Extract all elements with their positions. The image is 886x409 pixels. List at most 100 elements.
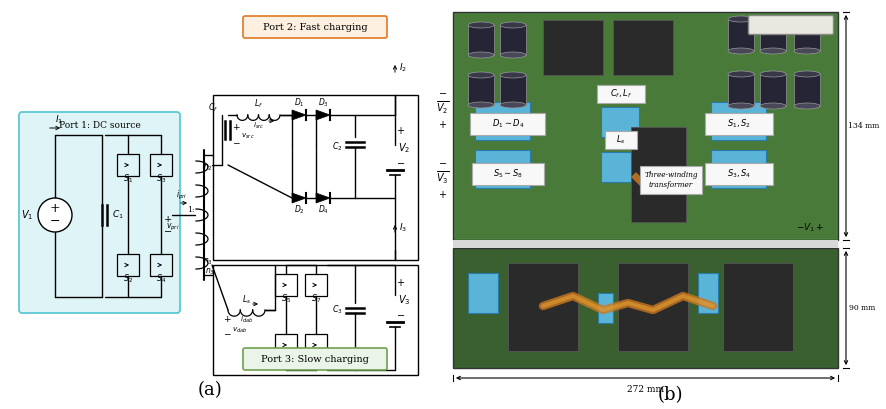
Text: +: + — [50, 202, 60, 216]
Ellipse shape — [468, 22, 494, 28]
FancyBboxPatch shape — [243, 16, 386, 38]
Bar — [455, 14, 835, 238]
Text: $S_3$: $S_3$ — [156, 173, 166, 185]
Ellipse shape — [727, 16, 753, 22]
Text: (b): (b) — [657, 386, 682, 404]
Polygon shape — [315, 193, 330, 203]
Text: $D_4$: $D_4$ — [317, 204, 328, 216]
FancyBboxPatch shape — [19, 112, 180, 313]
Bar — [793, 74, 819, 106]
Text: −: − — [50, 214, 60, 227]
Ellipse shape — [759, 48, 785, 54]
Text: $v_{dab}$: $v_{dab}$ — [232, 326, 247, 335]
Text: Port 1: DC source: Port 1: DC source — [58, 121, 140, 130]
Text: +: + — [232, 124, 239, 133]
Text: −: − — [164, 229, 172, 238]
Text: $i_{src}$: $i_{src}$ — [253, 121, 264, 131]
Bar — [305, 334, 327, 356]
Text: $C_2$: $C_2$ — [331, 141, 342, 153]
Bar — [612, 20, 672, 75]
Bar — [508, 263, 578, 351]
Text: $I_3$: $I_3$ — [399, 222, 407, 234]
Bar — [468, 75, 494, 105]
Text: $\overline{V_2}$: $\overline{V_2}$ — [436, 100, 449, 116]
Bar — [275, 274, 297, 296]
Bar — [468, 273, 497, 313]
Text: $n_2$: $n_2$ — [203, 163, 213, 173]
Text: $-$: $-$ — [438, 157, 447, 166]
Bar — [759, 74, 785, 106]
Text: $-$: $-$ — [396, 310, 405, 319]
Bar — [471, 163, 543, 185]
Text: $-$: $-$ — [396, 157, 405, 166]
Text: $S_3, S_4$: $S_3, S_4$ — [726, 168, 750, 180]
Text: 272 mm: 272 mm — [626, 386, 664, 395]
Text: $D_1$: $D_1$ — [293, 97, 304, 109]
Text: $D_3$: $D_3$ — [317, 97, 328, 109]
Text: (a): (a) — [198, 381, 222, 399]
Ellipse shape — [468, 52, 494, 58]
Bar — [597, 293, 612, 323]
Text: $V_2$: $V_2$ — [398, 141, 409, 155]
Bar — [150, 154, 172, 176]
Bar — [711, 150, 766, 188]
Bar — [468, 25, 494, 55]
Text: $+$: $+$ — [438, 189, 447, 200]
Ellipse shape — [727, 103, 753, 109]
Bar — [601, 152, 638, 182]
Bar — [117, 154, 139, 176]
Bar — [601, 107, 638, 137]
FancyBboxPatch shape — [748, 16, 833, 34]
Text: $S_7$: $S_7$ — [311, 293, 321, 305]
Text: +: + — [223, 315, 230, 324]
Text: $n_3$: $n_3$ — [203, 257, 213, 267]
Text: $-$: $-$ — [438, 88, 447, 97]
Bar — [117, 254, 139, 276]
Bar — [542, 20, 602, 75]
Bar — [618, 263, 688, 351]
Text: $i_{pri}$: $i_{pri}$ — [176, 189, 187, 202]
Ellipse shape — [793, 71, 819, 77]
Bar — [470, 113, 545, 135]
Text: $\overline{V_3}$: $\overline{V_3}$ — [436, 170, 449, 187]
Bar — [630, 127, 685, 222]
Bar — [704, 163, 772, 185]
Bar — [150, 254, 172, 276]
Ellipse shape — [500, 102, 525, 108]
Text: −: − — [223, 330, 230, 339]
Bar — [759, 19, 785, 51]
Bar — [453, 248, 837, 368]
Polygon shape — [291, 110, 306, 120]
Text: $S_6$: $S_6$ — [281, 353, 291, 365]
Text: $S_5$: $S_5$ — [281, 293, 291, 305]
FancyBboxPatch shape — [243, 348, 386, 370]
Bar — [500, 75, 525, 105]
Ellipse shape — [759, 103, 785, 109]
Ellipse shape — [793, 103, 819, 109]
Text: Port 2: Fast charging: Port 2: Fast charging — [262, 22, 367, 31]
Text: 90 mm: 90 mm — [848, 304, 874, 312]
Bar — [704, 113, 772, 135]
Text: $L_s$: $L_s$ — [242, 294, 251, 306]
Bar — [722, 263, 792, 351]
Ellipse shape — [500, 52, 525, 58]
Text: $V_3$: $V_3$ — [397, 293, 409, 307]
Ellipse shape — [468, 102, 494, 108]
Text: $+$: $+$ — [396, 124, 405, 135]
Text: $V_1$: $V_1$ — [21, 208, 33, 222]
Text: $n_3$: $n_3$ — [205, 267, 214, 277]
Text: $v_{src}$: $v_{src}$ — [241, 131, 254, 141]
Text: $+$: $+$ — [438, 119, 447, 130]
Bar — [793, 19, 819, 51]
Bar — [727, 19, 753, 51]
Text: +: + — [164, 214, 172, 223]
Polygon shape — [315, 110, 330, 120]
Text: $C_f, L_f$: $C_f, L_f$ — [610, 88, 631, 100]
Bar — [596, 85, 644, 103]
Ellipse shape — [468, 72, 494, 78]
Bar — [727, 74, 753, 106]
Bar — [640, 166, 701, 194]
Text: $+$: $+$ — [396, 277, 405, 288]
Text: Port 3: Slow charging: Port 3: Slow charging — [260, 355, 369, 364]
Bar — [305, 274, 327, 296]
